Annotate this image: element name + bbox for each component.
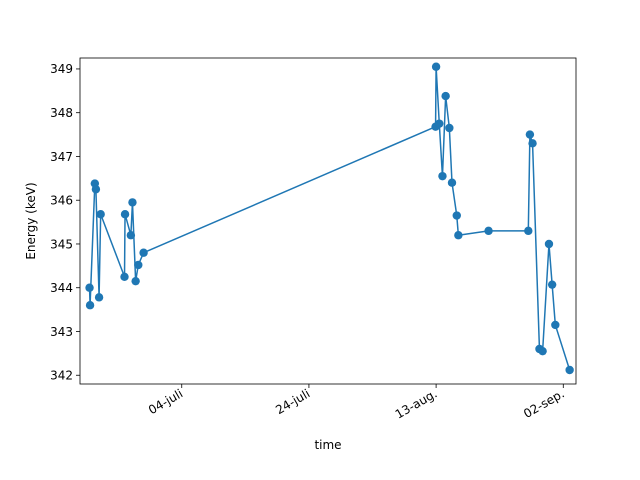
data-point <box>126 231 136 240</box>
y-tick-label: 346 <box>50 194 73 208</box>
data-point <box>525 130 535 139</box>
data-point <box>454 231 463 240</box>
x-axis-label: time <box>314 438 341 452</box>
y-tick-label: 342 <box>50 369 73 383</box>
data-point <box>435 119 444 128</box>
data-point <box>538 346 547 356</box>
data-point <box>85 301 95 310</box>
data-point <box>544 239 554 249</box>
data-point <box>438 171 447 181</box>
data-point <box>120 272 129 281</box>
y-tick-label: 344 <box>50 281 73 295</box>
y-tick-label: 349 <box>50 62 73 76</box>
series-line <box>88 66 571 371</box>
data-point <box>91 185 101 194</box>
data-point <box>524 226 533 236</box>
data-point <box>447 178 457 187</box>
y-axis-label: Energy (keV) <box>24 182 38 259</box>
data-point <box>528 139 537 148</box>
data-point <box>547 280 557 289</box>
y-tick-label: 348 <box>50 106 73 120</box>
data-point <box>445 123 454 133</box>
data-point <box>134 260 143 270</box>
data-point <box>120 210 130 219</box>
data-point <box>128 198 137 207</box>
data-point <box>452 211 461 220</box>
y-axis-ticks: 342 343 344 345 346 347 348 349 <box>50 62 80 383</box>
axes-frame <box>79 57 577 385</box>
data-point <box>96 210 105 219</box>
data-point <box>441 91 450 101</box>
data-point <box>431 62 441 71</box>
data-point <box>565 365 574 375</box>
data-point <box>551 320 560 330</box>
data-point <box>85 283 94 292</box>
data-point <box>131 276 140 286</box>
y-tick-label: 347 <box>50 150 73 164</box>
plot-area <box>85 62 574 375</box>
y-tick-label: 343 <box>50 325 73 339</box>
y-tick-label: 345 <box>50 237 73 251</box>
data-point <box>139 248 148 257</box>
data-point <box>94 293 104 302</box>
data-point <box>484 226 493 236</box>
